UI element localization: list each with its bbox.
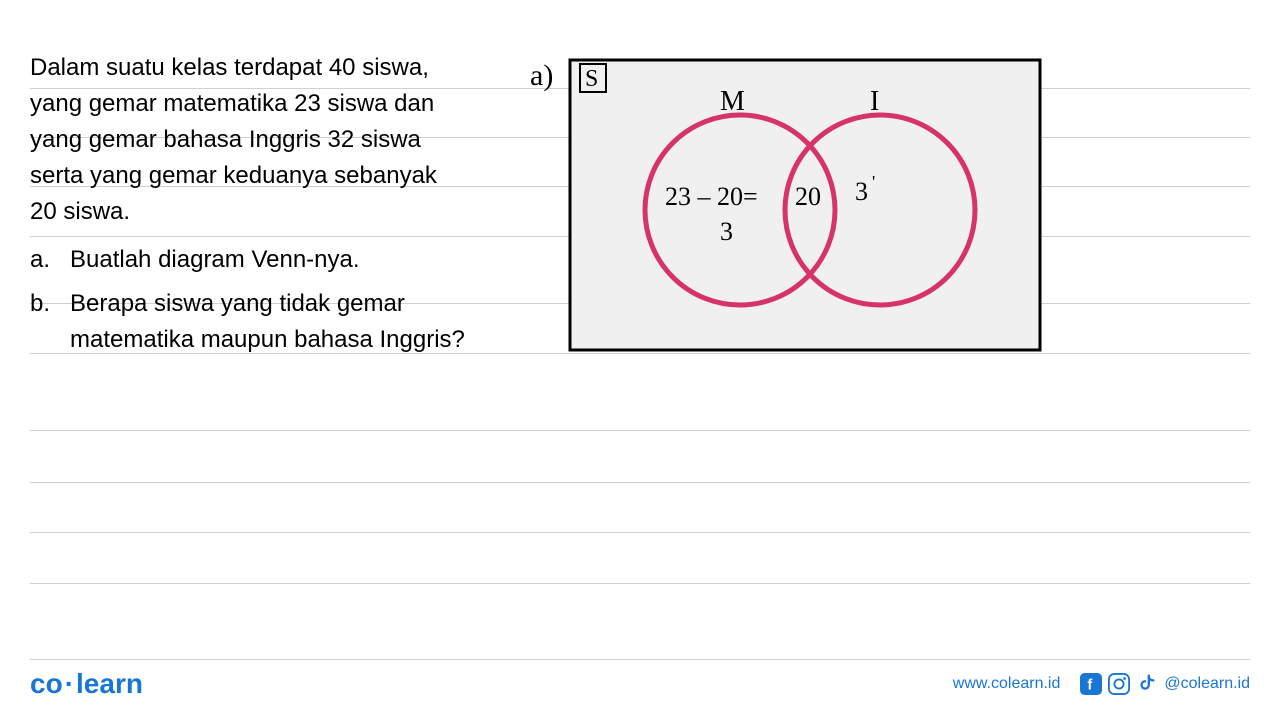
question-list: a. Buatlah diagram Venn-nya. b. Berapa s… xyxy=(30,242,470,358)
footer-right: www.colearn.id f @colearn.id xyxy=(953,673,1250,695)
question-text-b: Berapa siswa yang tidak gemar matematika… xyxy=(70,286,470,358)
set-label-m: M xyxy=(720,86,745,117)
answer-label: a) xyxy=(530,59,553,92)
instagram-icon[interactable] xyxy=(1108,673,1130,695)
footer: co·learn www.colearn.id f @colearn.id xyxy=(30,668,1250,700)
facebook-icon[interactable]: f xyxy=(1080,673,1102,695)
region-right: 3 xyxy=(855,177,868,206)
question-text-a: Buatlah diagram Venn-nya. xyxy=(70,242,470,278)
venn-svg: a) S M I 23 – 20= 3 20 3 ' xyxy=(510,50,1050,360)
set-label-i: I xyxy=(870,86,879,117)
question-a: a. Buatlah diagram Venn-nya. xyxy=(30,242,470,278)
logo: co·learn xyxy=(30,668,143,700)
venn-diagram: a) S M I 23 – 20= 3 20 3 ' xyxy=(510,50,1050,365)
region-intersection: 20 xyxy=(795,182,821,211)
question-b: b. Berapa siswa yang tidak gemar matemat… xyxy=(30,286,470,358)
social-links: f @colearn.id xyxy=(1080,673,1250,695)
logo-part-2: learn xyxy=(76,668,143,699)
social-handle[interactable]: @colearn.id xyxy=(1164,675,1250,693)
problem-intro: Dalam suatu kelas terdapat 40 siswa, yan… xyxy=(30,50,470,230)
universe-label: S xyxy=(585,66,598,92)
region-left-expr: 23 – 20= xyxy=(665,182,758,211)
svg-text:f: f xyxy=(1088,678,1093,694)
footer-divider xyxy=(30,659,1250,660)
problem-content: Dalam suatu kelas terdapat 40 siswa, yan… xyxy=(30,50,470,366)
website-link[interactable]: www.colearn.id xyxy=(953,675,1061,693)
region-right-tick: ' xyxy=(872,172,875,192)
region-left-result: 3 xyxy=(720,217,733,246)
tiktok-icon[interactable] xyxy=(1136,673,1158,695)
question-letter-a: a. xyxy=(30,242,70,278)
logo-dot: · xyxy=(65,668,74,699)
logo-part-1: co xyxy=(30,668,63,699)
question-letter-b: b. xyxy=(30,286,70,358)
